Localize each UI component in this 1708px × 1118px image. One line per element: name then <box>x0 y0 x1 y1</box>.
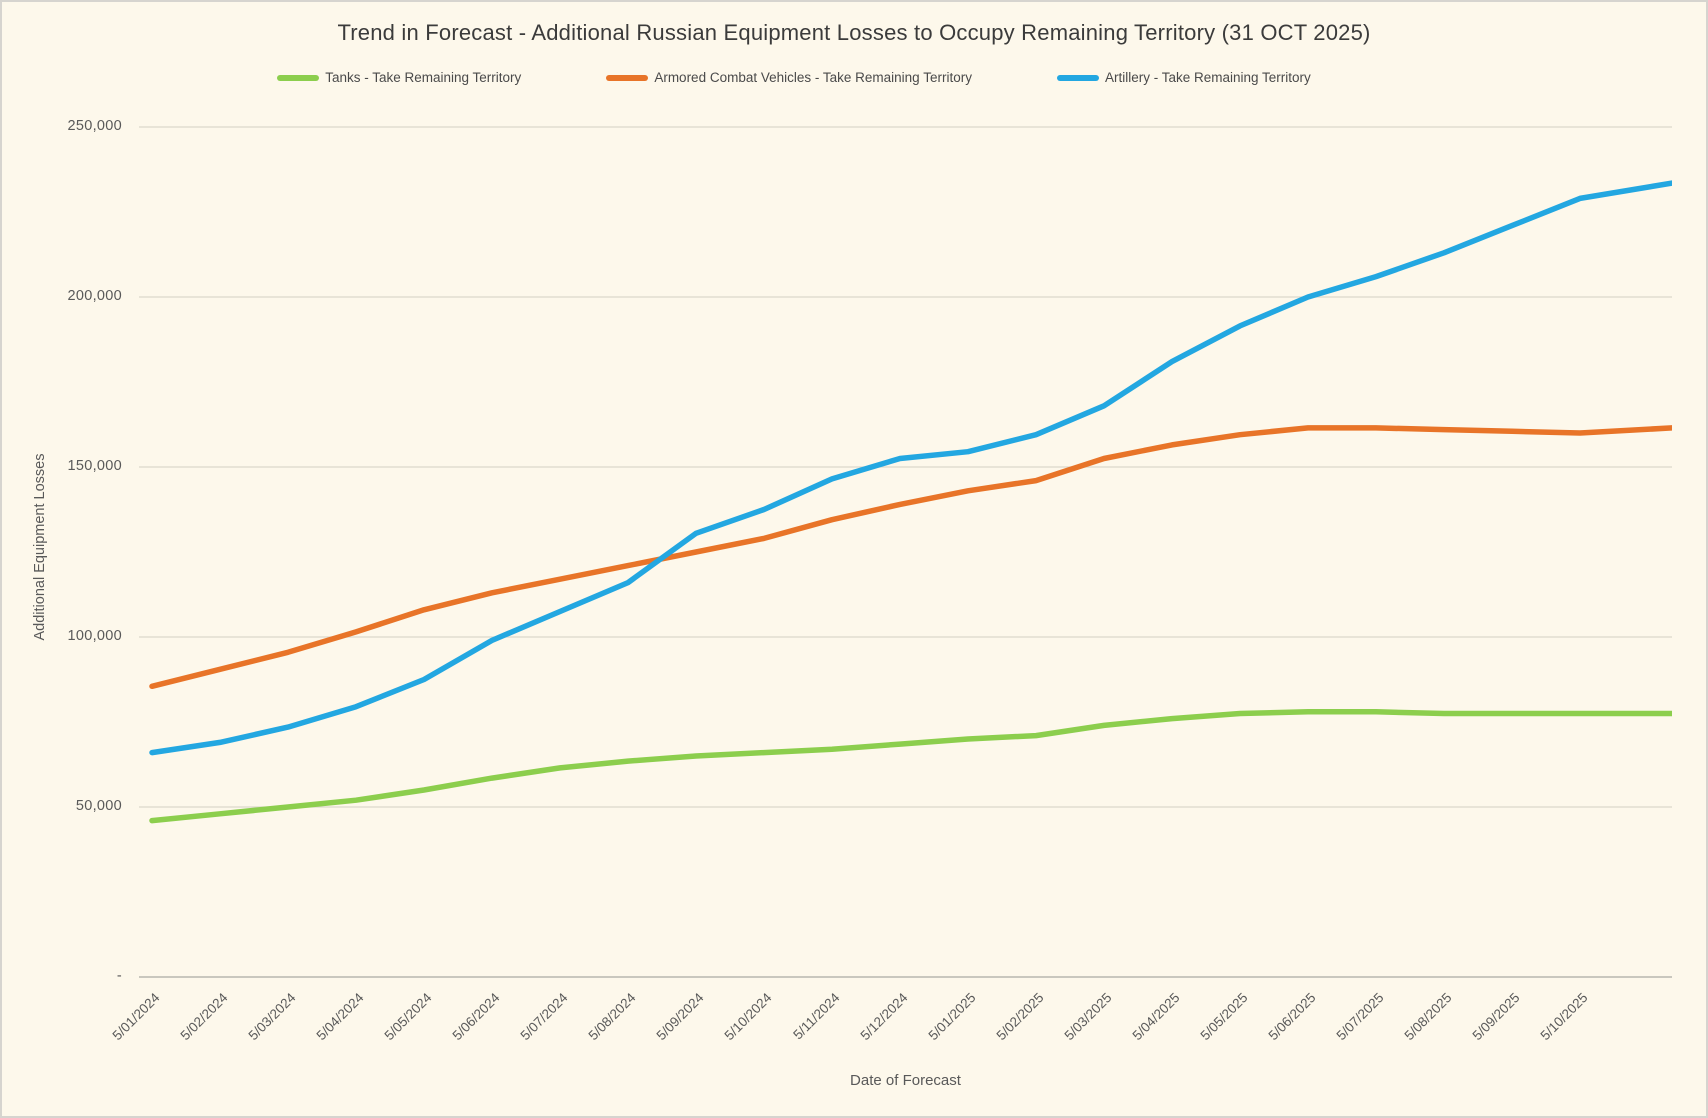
x-tick-label: 5/02/2024 <box>177 990 231 1044</box>
x-tick-label: 5/06/2024 <box>449 990 503 1044</box>
x-tick-label: 5/10/2025 <box>1537 990 1591 1044</box>
x-tick-label: 5/08/2025 <box>1401 990 1455 1044</box>
x-tick-label: 5/01/2024 <box>109 990 163 1044</box>
legend-swatch <box>606 74 649 81</box>
x-tick-label: 5/05/2025 <box>1197 990 1251 1044</box>
y-tick-label: 100,000 <box>67 628 122 644</box>
legend-item-armored-combat-vehicles: Armored Combat Vehicles - Take Remaining… <box>606 70 972 85</box>
legend-item-tanks: Tanks - Take Remaining Territory <box>277 70 521 85</box>
x-tick-label: 5/09/2025 <box>1469 990 1523 1044</box>
chart-title: Trend in Forecast - Additional Russian E… <box>337 20 1371 45</box>
plot-svg <box>139 126 1672 978</box>
series-line-artillery <box>149 180 1672 756</box>
legend: Tanks - Take Remaining Territory Armored… <box>2 70 1706 85</box>
legend-label: Armored Combat Vehicles - Take Remaining… <box>654 70 972 85</box>
x-tick-label: 5/12/2024 <box>857 990 911 1044</box>
y-axis-title: Additional Equipment Losses <box>32 453 48 641</box>
y-tick-label: - <box>116 968 122 984</box>
legend-label: Artillery - Take Remaining Territory <box>1104 70 1311 85</box>
legend-item-artillery: Artillery - Take Remaining Territory <box>1056 70 1311 85</box>
x-tick-label: 5/03/2024 <box>245 990 299 1044</box>
y-tick-label: 50,000 <box>75 798 122 814</box>
x-tick-label: 5/04/2025 <box>1129 990 1183 1044</box>
x-tick-label: 5/02/2025 <box>993 990 1047 1044</box>
x-tick-label: 5/08/2024 <box>585 990 639 1044</box>
x-tick-label: 5/06/2025 <box>1265 990 1319 1044</box>
x-tick-label: 5/09/2024 <box>653 990 707 1044</box>
y-tick-label: 150,000 <box>67 458 122 474</box>
series-line-armored-combat-vehicles <box>149 425 1672 690</box>
x-axis-title: Date of Forecast <box>850 1072 961 1089</box>
x-tick-label: 5/10/2024 <box>721 990 775 1044</box>
y-tick-label: 250,000 <box>67 118 122 134</box>
x-tick-label: 5/07/2024 <box>517 990 571 1044</box>
legend-label: Tanks - Take Remaining Territory <box>325 70 522 85</box>
series-line-tanks <box>149 709 1672 824</box>
x-tick-label: 5/07/2025 <box>1333 990 1387 1044</box>
x-tick-label: 5/04/2024 <box>313 990 367 1044</box>
x-tick-label: 5/11/2024 <box>790 990 843 1043</box>
legend-swatch <box>277 74 320 81</box>
x-tick-label: 5/05/2024 <box>381 990 435 1044</box>
legend-swatch <box>1056 74 1099 81</box>
y-tick-label: 200,000 <box>67 288 122 304</box>
x-tick-label: 5/01/2025 <box>925 990 979 1044</box>
x-tick-label: 5/03/2025 <box>1061 990 1115 1044</box>
